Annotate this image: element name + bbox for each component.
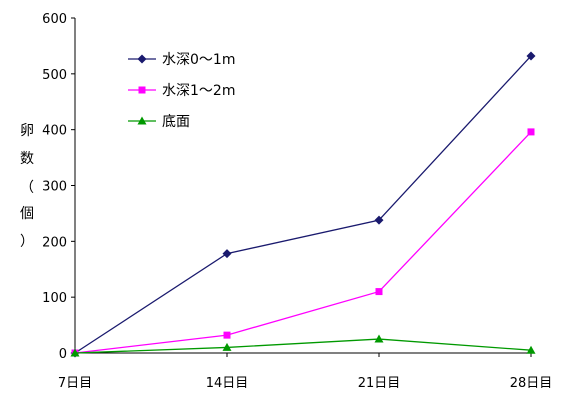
legend-item: 底面: [128, 114, 190, 130]
series-group: [70, 51, 536, 358]
y-tick-label: 100: [42, 291, 67, 306]
legend-marker-square: [138, 86, 146, 94]
legend-item: 水深1～2m: [128, 83, 235, 99]
legend-label: 底面: [162, 114, 190, 130]
y-tick-label: 300: [42, 180, 67, 195]
y-tick-label: 400: [42, 124, 67, 139]
x-ticks: 7日目 14日目 21日目 28日目: [58, 353, 552, 391]
legend: 水深0～1m 水深1～2m 底面: [128, 52, 235, 130]
data-point-diamond: [222, 249, 232, 259]
series-line: [74, 338, 532, 354]
legend-label: 水深1～2m: [162, 83, 235, 99]
series-line: [74, 131, 532, 354]
legend-label: 水深0～1m: [162, 52, 235, 68]
y-axis-label-char: （: [20, 180, 34, 196]
series-3: [70, 334, 536, 357]
legend-marker-triangle: [137, 116, 147, 125]
data-point-triangle: [526, 345, 536, 354]
data-point-square: [527, 128, 535, 136]
y-tick-label: 200: [42, 235, 67, 250]
axes: [74, 18, 531, 354]
legend-marker-diamond: [137, 54, 147, 64]
x-tick-label: 28日目: [510, 376, 553, 391]
y-axis-label-char: 数: [20, 151, 34, 167]
y-ticks: 0 100 200 300 400 500 600: [42, 12, 75, 362]
series-2: [71, 128, 535, 357]
data-point-square: [223, 331, 231, 339]
legend-item: 水深0～1m: [128, 52, 235, 68]
data-point-diamond: [374, 215, 384, 225]
data-point-triangle: [70, 348, 80, 357]
y-tick-label: 500: [42, 68, 67, 83]
data-point-triangle: [222, 342, 232, 351]
data-point-square: [375, 288, 383, 296]
y-tick-label: 0: [59, 347, 67, 362]
y-axis-label-char: ）: [20, 234, 34, 250]
y-tick-label: 600: [42, 12, 67, 27]
x-tick-label: 21日目: [358, 376, 401, 391]
data-point-diamond: [526, 51, 536, 61]
data-point-triangle: [374, 334, 384, 343]
x-tick-label: 7日目: [58, 376, 92, 391]
y-axis-label-char: 卵: [20, 123, 34, 139]
series-1: [70, 51, 536, 358]
series-line: [74, 55, 532, 354]
y-axis-label-char: 個: [20, 206, 34, 222]
x-tick-label: 14日目: [206, 376, 249, 391]
y-axis-label: 卵数 （ 個 ）: [20, 123, 34, 250]
